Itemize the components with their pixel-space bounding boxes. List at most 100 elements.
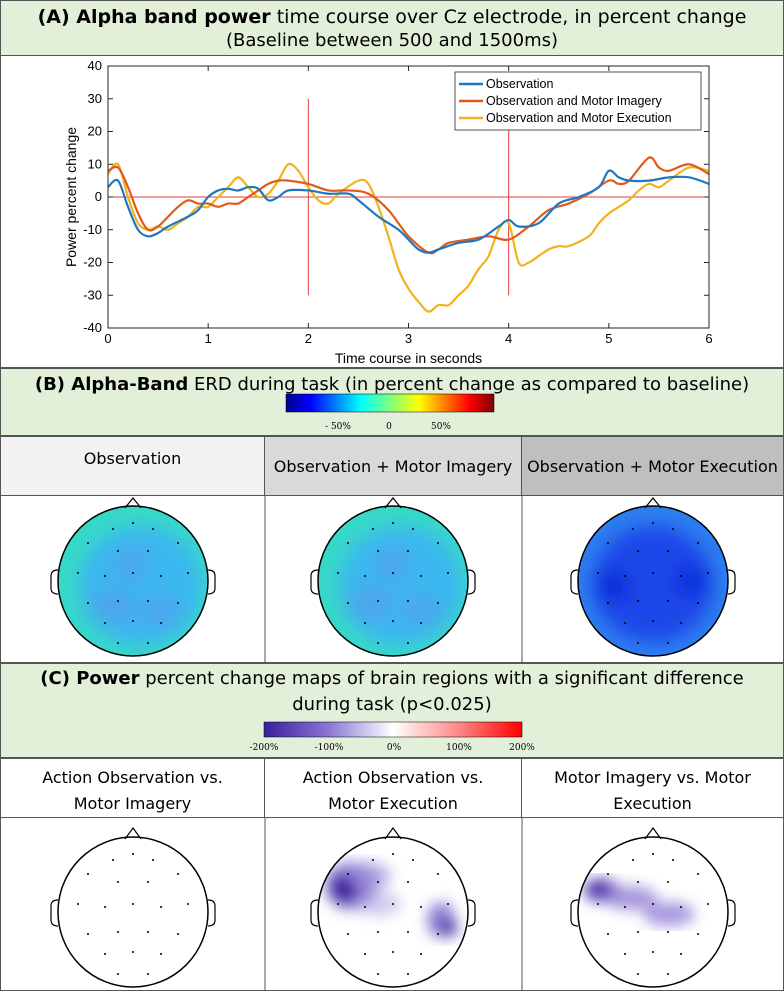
electrode-dot (112, 859, 114, 861)
electrode-dot (117, 600, 119, 602)
electrode-dot (407, 881, 409, 883)
electrode-dot (697, 873, 699, 875)
power-colorbar-label: 0% (387, 743, 402, 753)
y-tick-label: 40 (88, 58, 102, 73)
sigmap-obs-vs-imagery (50, 826, 216, 988)
section-a-header: (A) Alpha band power time course over Cz… (0, 0, 784, 56)
electrode-dot (347, 602, 349, 604)
topomap-motor-execution (570, 497, 736, 657)
electrode-dot (187, 572, 189, 574)
erd-colorbar-label: - 50% (325, 422, 351, 432)
electrode-dot (87, 933, 89, 935)
y-tick-label: -30 (83, 287, 102, 302)
electrode-dot (667, 642, 669, 644)
electrode-dot (347, 873, 349, 875)
electrode-dot (667, 881, 669, 883)
electrode-dot (117, 642, 119, 644)
electrode-dot (347, 933, 349, 935)
electrode-dot (680, 622, 682, 624)
significance-topomap-row (0, 817, 784, 991)
electrode-dot (437, 933, 439, 935)
electrode-dot (624, 953, 626, 955)
electrode-dot (392, 522, 394, 524)
condition-header-motor-imagery: Observation + Motor Imagery (264, 436, 522, 496)
electrode-dot (637, 973, 639, 975)
electrode-dot (652, 620, 654, 622)
electrode-dot (117, 973, 119, 975)
electrode-dot (104, 575, 106, 577)
electrode-dot (680, 906, 682, 908)
electrode-dot (147, 931, 149, 933)
electrode-dot (132, 572, 134, 574)
electrode-dot (372, 859, 374, 861)
legend-label: Observation (486, 77, 553, 91)
condition-label: Observation + Motor Imagery (273, 457, 513, 476)
electrode-dot (420, 575, 422, 577)
electrode-dot (697, 933, 699, 935)
section-a-subtitle: (Baseline between 500 and 1500ms) (225, 30, 559, 51)
condition-header-observation: Observation (0, 436, 265, 496)
power-colorbar-label: 200% (509, 743, 535, 753)
electrode-dot (337, 572, 339, 574)
electrode-dot (187, 903, 189, 905)
section-c-title-bold: (C) Power (40, 668, 140, 689)
power-colorbar-label: 100% (446, 743, 472, 753)
legend-label: Observation and Motor Execution (486, 111, 672, 125)
electrode-dot (412, 528, 414, 530)
electrode-dot (407, 931, 409, 933)
electrode-dot (104, 953, 106, 955)
chart-panel: 0 1 2 3 4 5 6 40 30 20 10 0 -10 -20 -30 -40 Time course … (0, 56, 784, 368)
electrode-dot (117, 550, 119, 552)
electrode-dot (147, 550, 149, 552)
electrode-dot (632, 528, 634, 530)
electrode-dot (412, 859, 414, 861)
electrode-dot (377, 931, 379, 933)
electrode-dot (632, 859, 634, 861)
electrode-dot (437, 873, 439, 875)
electrode-dot (652, 572, 654, 574)
y-tick-label: -40 (83, 320, 102, 335)
series-line (107, 169, 710, 254)
electrode-dot (77, 572, 79, 574)
electrode-dot (364, 575, 366, 577)
electrode-dot (87, 602, 89, 604)
section-b-title-bold: (B) Alpha-Band (34, 374, 189, 395)
electrode-dot (132, 903, 134, 905)
electrode-dot (377, 600, 379, 602)
comparison-header-obs-vs-imagery: Action Observation vs. Motor Imagery (0, 758, 265, 818)
electrode-dot (160, 953, 162, 955)
section-a-title-bold: (A) Alpha band power (37, 6, 271, 28)
electrode-dot (624, 906, 626, 908)
x-tick-label: 1 (205, 331, 212, 346)
electrode-dot (680, 953, 682, 955)
electrode-dot (672, 859, 674, 861)
electrode-dot (132, 853, 134, 855)
electrode-dot (364, 906, 366, 908)
y-tick-label: 30 (88, 91, 102, 106)
y-tick-label: 10 (88, 156, 102, 171)
electrode-dot (697, 602, 699, 604)
electrode-dot (177, 542, 179, 544)
electrode-dot (707, 572, 709, 574)
electrode-dot (597, 903, 599, 905)
electrode-dot (407, 550, 409, 552)
y-tick-label: -10 (83, 222, 102, 237)
electrode-dot (177, 873, 179, 875)
x-tick-label: 3 (405, 331, 412, 346)
electrode-dot (680, 575, 682, 577)
electrode-dot (160, 622, 162, 624)
electrode-dot (117, 881, 119, 883)
condition-label: Observation (83, 449, 182, 468)
electrode-dot (147, 881, 149, 883)
electrode-dot (77, 903, 79, 905)
x-tick-label: 0 (104, 331, 111, 346)
electrode-dot (624, 575, 626, 577)
electrode-dot (160, 575, 162, 577)
electrode-dot (112, 528, 114, 530)
electrode-dot (104, 906, 106, 908)
electrode-dot (132, 620, 134, 622)
x-tick-label: 6 (705, 331, 712, 346)
electrode-dot (407, 642, 409, 644)
electrode-dot (597, 572, 599, 574)
y-tick-label: -20 (83, 255, 102, 270)
